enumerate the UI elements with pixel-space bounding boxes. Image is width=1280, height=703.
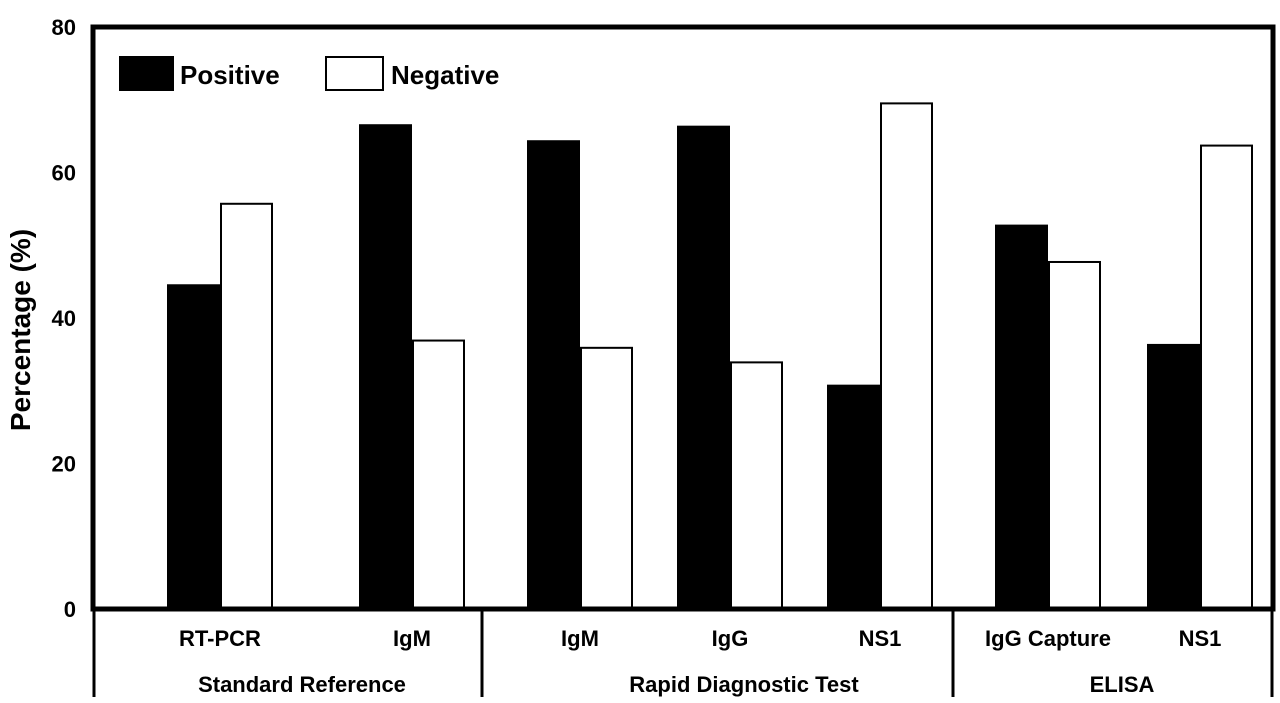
x-axis-category-labels: RT-PCR IgM IgM IgG NS1 IgG Capture NS1 (179, 626, 1221, 651)
x-tick-label: IgG (712, 626, 749, 651)
group-label: Rapid Diagnostic Test (629, 672, 859, 697)
y-axis-ticks: 0 20 40 60 80 (52, 15, 76, 622)
bar-positive (167, 284, 220, 610)
bar-positive (677, 125, 730, 610)
bar-negative (1048, 260, 1101, 610)
bar-negative (412, 339, 465, 610)
bar-negative (880, 102, 933, 610)
y-tick-label: 60 (52, 161, 76, 186)
plot-frame (90, 24, 1276, 612)
y-tick-label: 0 (64, 597, 76, 622)
group-label: ELISA (1090, 672, 1155, 697)
x-tick-label: NS1 (859, 626, 902, 651)
bar-negative (580, 346, 633, 610)
bar-positive (527, 140, 580, 610)
y-tick-label: 20 (52, 452, 76, 477)
x-tick-label: RT-PCR (179, 626, 261, 651)
legend-swatch-negative (325, 56, 384, 91)
bar-positive (827, 384, 880, 610)
legend-label-negative: Negative (391, 60, 499, 90)
bar-negative (730, 361, 783, 610)
x-tick-label: IgG Capture (985, 626, 1111, 651)
bar-positive (1147, 343, 1200, 610)
bar-negative (1200, 144, 1253, 611)
legend-label-positive: Positive (180, 60, 280, 90)
y-tick-label: 40 (52, 306, 76, 331)
bar-positive (995, 224, 1048, 610)
bars-layer (167, 102, 1253, 611)
x-axis-group-labels: Standard Reference Rapid Diagnostic Test E… (92, 611, 1274, 697)
x-tick-label: IgM (561, 626, 599, 651)
y-axis-label: Percentage (%) (5, 229, 36, 431)
legend-swatch-positive (119, 56, 174, 91)
legend: Positive Negative (119, 56, 499, 91)
bar-negative (220, 202, 273, 610)
x-tick-label: IgM (393, 626, 431, 651)
y-tick-label: 80 (52, 15, 76, 40)
group-label: Standard Reference (198, 672, 406, 697)
bar-positive (359, 124, 412, 611)
x-tick-label: NS1 (1179, 626, 1222, 651)
